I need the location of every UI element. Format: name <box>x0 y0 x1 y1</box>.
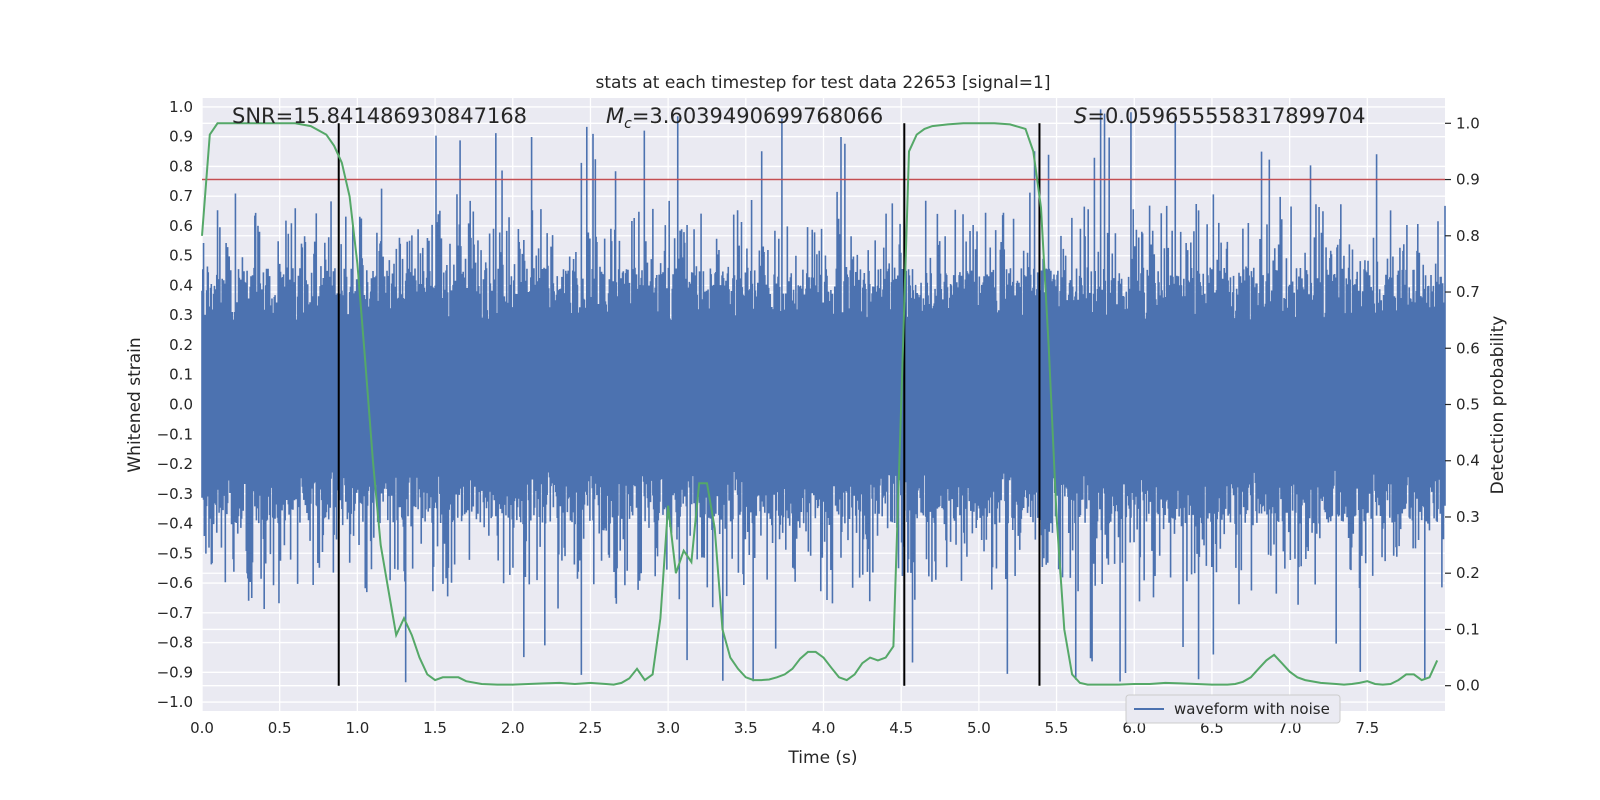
chart-title: stats at each timestep for test data 226… <box>596 73 1051 93</box>
y-tick-label: −0.1 <box>157 425 193 443</box>
x-tick-label: 3.0 <box>656 719 680 737</box>
y-right-tick-label: 0.5 <box>1456 396 1480 414</box>
y-tick-label: 1.0 <box>169 98 193 116</box>
chirp-mass-value: =3.6039490699768066 <box>632 104 883 128</box>
y-tick-label: 0.2 <box>169 336 193 354</box>
y-right-tick-label: 0.1 <box>1456 620 1480 638</box>
y-right-tick-label: 0.6 <box>1456 339 1480 357</box>
y-right-tick-label: 0.7 <box>1456 283 1480 301</box>
legend-label-waveform: waveform with noise <box>1174 700 1330 718</box>
chirp-mass-annotation: Mc=3.6039490699768066 <box>606 104 883 132</box>
y-axis-left: 1.0 0.9 0.8 0.7 0.6 0.5 0.4 0.3 0.2 0.1 0.0 −0.1 −0.… <box>157 98 193 711</box>
s-symbol: S <box>1074 104 1087 128</box>
y-tick-label: 0.8 <box>169 157 193 175</box>
y-axis-right: 1.0 0.9 0.8 0.7 0.6 0.5 0.4 0.3 0.2 0.1 0.0 <box>1445 114 1480 695</box>
y-tick-label: −0.7 <box>157 604 193 622</box>
y-tick-label: 0.3 <box>169 306 193 324</box>
y-tick-label: −0.8 <box>157 634 193 652</box>
vertical-markers <box>337 123 1041 686</box>
x-tick-label: 0.0 <box>190 719 214 737</box>
x-tick-label: 3.5 <box>734 719 758 737</box>
chirp-mass-subscript: c <box>624 116 632 132</box>
x-axis-label: Time (s) <box>787 748 857 768</box>
y-right-tick-label: 0.8 <box>1456 227 1480 245</box>
y-tick-label: −0.9 <box>157 663 193 681</box>
y-right-tick-label: 1.0 <box>1456 114 1480 132</box>
x-tick-label: 1.5 <box>423 719 447 737</box>
y-right-tick-label: 0.0 <box>1456 677 1480 695</box>
y-axis-label: Whitened strain <box>125 337 145 472</box>
y-tick-label: 0.0 <box>169 396 193 414</box>
x-axis: 0.0 0.5 1.0 1.5 2.0 2.5 3.0 3.5 4.0 4.5 5.0 5.5 6.0 6… <box>190 719 1379 737</box>
y-tick-label: 0.1 <box>169 366 193 384</box>
x-tick-label: 4.5 <box>889 719 913 737</box>
y-tick-label: −0.5 <box>157 544 193 562</box>
y-tick-label: −0.4 <box>157 515 193 533</box>
legend-box <box>1125 694 1341 724</box>
x-tick-label: 5.0 <box>967 719 991 737</box>
chirp-mass-symbol: M <box>606 104 624 128</box>
y-tick-label: −0.3 <box>157 485 193 503</box>
y-right-tick-label: 0.3 <box>1456 508 1480 526</box>
s-value: =0.059655558317899704 <box>1087 104 1365 128</box>
y-right-tick-label: 0.4 <box>1456 452 1480 470</box>
y-tick-label: −0.2 <box>157 455 193 473</box>
x-tick-label: 2.5 <box>579 719 603 737</box>
y-tick-label: 0.5 <box>169 247 193 265</box>
y-right-tick-label: 0.2 <box>1456 564 1480 582</box>
y-tick-label: 0.4 <box>169 276 193 294</box>
x-tick-label: 7.5 <box>1355 719 1379 737</box>
y-tick-label: 0.7 <box>169 187 193 205</box>
x-tick-label: 5.5 <box>1045 719 1069 737</box>
x-tick-label: 1.0 <box>345 719 369 737</box>
detection-probability-line <box>201 122 1439 686</box>
y-tick-label: −0.6 <box>157 574 193 592</box>
y-right-tick-label: 0.9 <box>1456 171 1480 189</box>
x-tick-label: 2.0 <box>501 719 525 737</box>
snr-annotation: SNR=15.841486930847168 <box>232 104 527 128</box>
detection-probability-series <box>201 122 1439 686</box>
s-annotation: S=0.059655558317899704 <box>1074 104 1365 128</box>
x-tick-label: 0.5 <box>268 719 292 737</box>
y-tick-label: −1.0 <box>157 693 193 711</box>
legend: waveform with noise <box>1125 694 1341 724</box>
y-axis-right-label: Detection probability <box>1488 316 1508 495</box>
y-tick-label: 0.9 <box>169 128 193 146</box>
y-tick-label: 0.6 <box>169 217 193 235</box>
x-tick-label: 4.0 <box>812 719 836 737</box>
